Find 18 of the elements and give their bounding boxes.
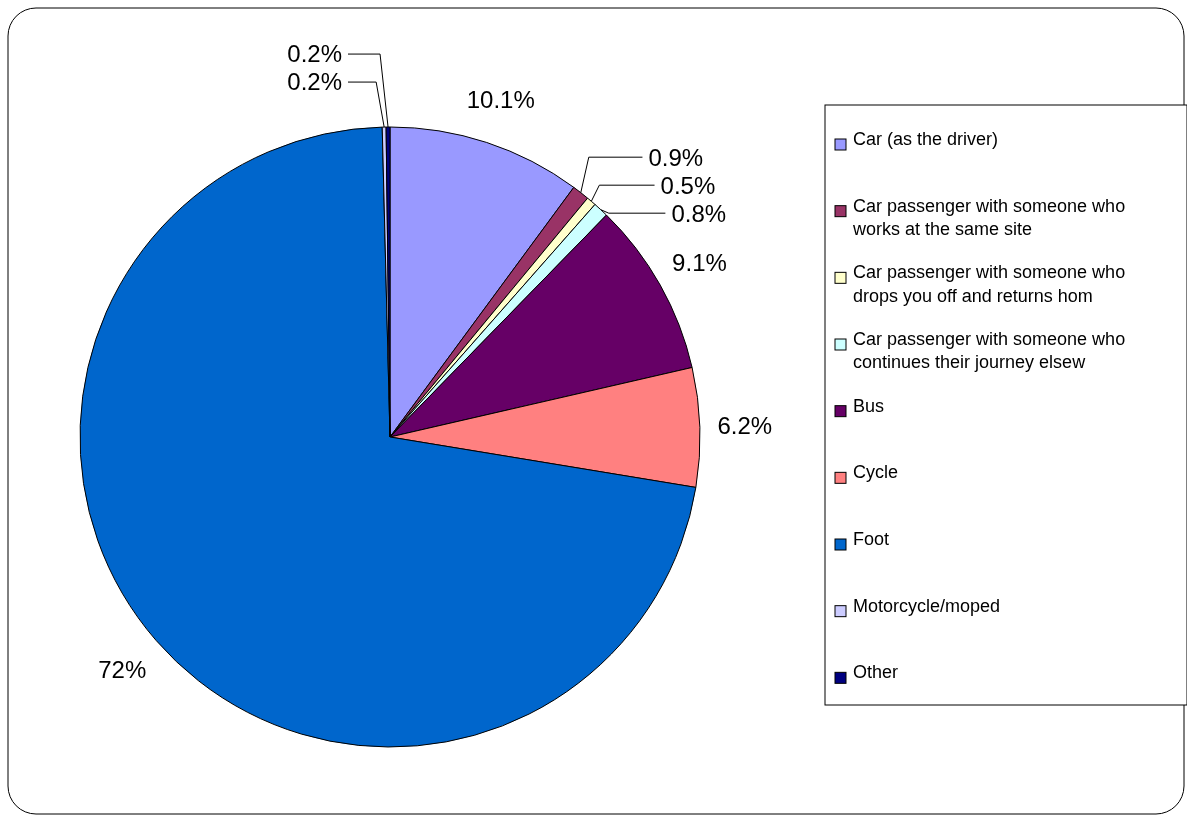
data-label: 6.2% (717, 412, 773, 440)
data-label: 0.5% (660, 171, 716, 199)
legend-label: Car passenger with someone who drops you off and returns hom (853, 262, 1126, 306)
legend-label: Car passenger with someone who continues their journey elsew (853, 329, 1126, 373)
legend-label: Motorcycle/moped (853, 595, 1001, 616)
data-label: 9.1% (672, 249, 727, 277)
data-label: 0.8% (671, 199, 727, 227)
data-label: 0.9% (648, 143, 704, 171)
legend-label: Car (as the driver) (853, 129, 999, 149)
legend-label: Car passenger with someone who works at the same site (852, 195, 1126, 240)
data-label: 0.2% (287, 68, 342, 96)
data-label: 72% (98, 656, 147, 684)
data-label: 10.1% (466, 86, 535, 114)
data-label: 0.2% (287, 40, 342, 68)
legend-label: Cycle (853, 462, 899, 483)
legend-label: Bus (853, 395, 885, 416)
legend-label: Foot (853, 529, 890, 549)
legend-label: Other (853, 662, 899, 683)
